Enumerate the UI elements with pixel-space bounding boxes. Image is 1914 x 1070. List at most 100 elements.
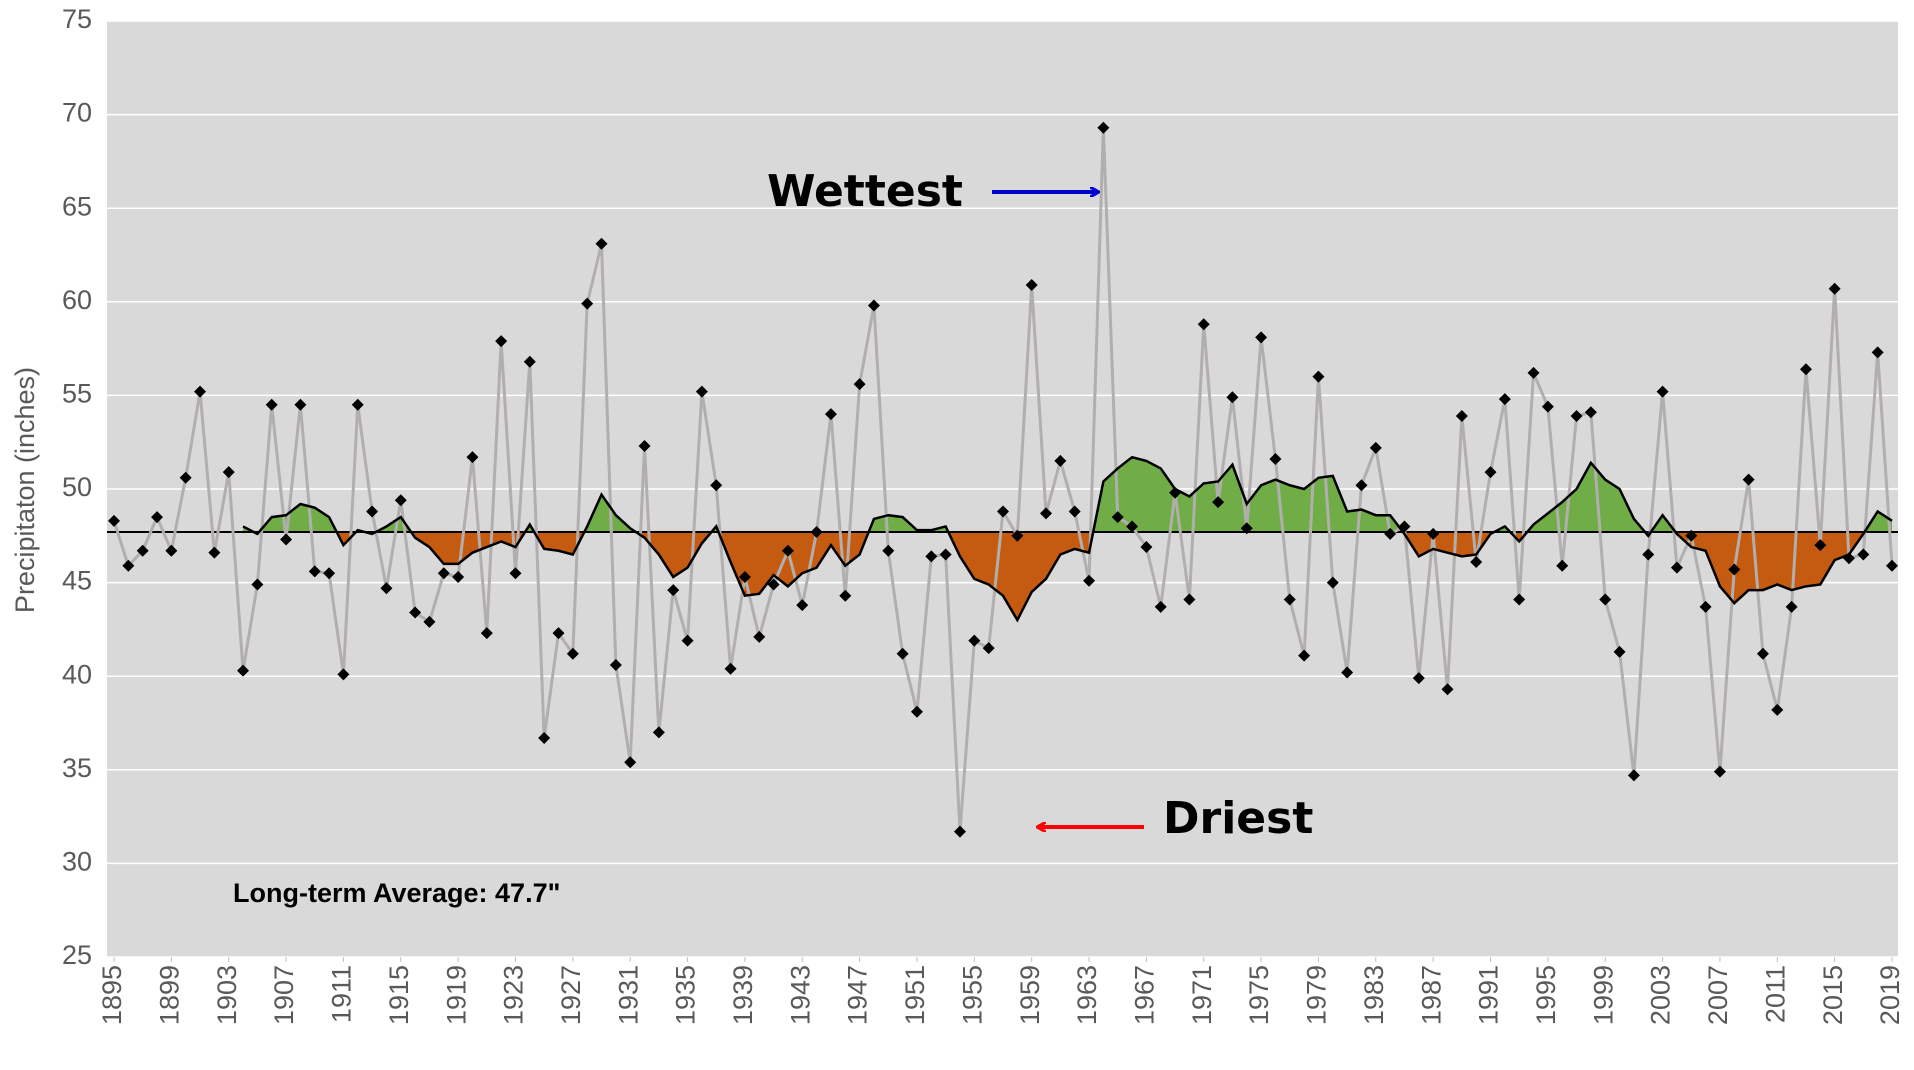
- x-tick-label: 1935: [671, 965, 701, 1025]
- marker: [1656, 385, 1669, 398]
- marker: [1842, 552, 1855, 565]
- marker: [265, 398, 278, 411]
- marker: [1197, 318, 1210, 331]
- marker: [781, 544, 794, 557]
- marker: [380, 582, 393, 595]
- marker: [1627, 769, 1640, 782]
- annotation: Driest: [1163, 793, 1313, 844]
- marker: [194, 385, 207, 398]
- marker: [1240, 522, 1253, 535]
- marker: [495, 335, 508, 348]
- y-axis-label: Precipitaton (inches): [10, 367, 40, 613]
- marker: [1355, 479, 1368, 492]
- x-tick-label: 1919: [441, 965, 471, 1025]
- x-tick-label: 1975: [1244, 965, 1274, 1025]
- marker: [1011, 529, 1024, 542]
- marker: [1498, 393, 1511, 406]
- marker: [1025, 278, 1038, 291]
- x-tick-label: 2003: [1646, 965, 1676, 1025]
- marker: [925, 550, 938, 563]
- marker: [1785, 600, 1798, 613]
- x-tick-label: 1911: [327, 965, 357, 1023]
- marker: [1341, 666, 1354, 679]
- marker: [853, 378, 866, 391]
- marker: [695, 385, 708, 398]
- marker: [552, 627, 565, 640]
- marker: [1097, 121, 1110, 134]
- x-tick-label: 1967: [1130, 965, 1160, 1025]
- marker: [982, 642, 995, 655]
- y-tick-label: 40: [62, 659, 92, 689]
- annotation: Wettest: [767, 166, 963, 217]
- marker: [1599, 593, 1612, 606]
- marker: [437, 567, 450, 580]
- marker: [738, 570, 751, 583]
- marker: [1713, 765, 1726, 778]
- marker: [1398, 520, 1411, 533]
- x-tick-label: 1987: [1416, 965, 1446, 1025]
- x-tick-label: 1943: [785, 965, 815, 1025]
- x-tick-label: 2011: [1760, 965, 1790, 1023]
- marker: [1814, 539, 1827, 552]
- marker: [1728, 563, 1741, 576]
- marker: [1169, 486, 1182, 499]
- marker: [710, 479, 723, 492]
- marker: [1312, 370, 1325, 383]
- y-tick-label: 65: [62, 191, 92, 221]
- marker: [1298, 649, 1311, 662]
- marker: [997, 505, 1009, 518]
- marker: [566, 647, 579, 660]
- marker: [1111, 511, 1124, 524]
- marker: [1226, 391, 1239, 404]
- marker: [910, 705, 923, 718]
- y-tick-label: 35: [62, 753, 92, 783]
- marker: [394, 494, 407, 507]
- marker: [222, 466, 235, 479]
- x-tick-label: 1963: [1072, 965, 1102, 1025]
- marker: [681, 634, 694, 647]
- marker: [1369, 441, 1382, 454]
- marker: [1154, 600, 1167, 613]
- marker: [1756, 647, 1769, 660]
- y-tick-label: 50: [62, 472, 92, 502]
- average-label: Long-term Average: 47.7": [233, 878, 560, 908]
- marker: [523, 355, 536, 368]
- marker: [251, 578, 264, 591]
- marker: [351, 398, 364, 411]
- marker: [796, 599, 809, 612]
- x-tick-label: 1951: [900, 965, 930, 1025]
- marker: [767, 578, 780, 591]
- x-tick-label: 1923: [499, 965, 529, 1025]
- marker: [308, 565, 321, 578]
- marker: [1771, 703, 1784, 716]
- marker: [595, 237, 608, 250]
- x-tick-label: 1999: [1588, 965, 1618, 1025]
- marker: [1255, 331, 1268, 344]
- marker: [1212, 496, 1225, 509]
- marker: [1527, 366, 1540, 379]
- marker: [867, 299, 880, 312]
- marker: [1470, 556, 1483, 569]
- marker: [624, 756, 637, 769]
- marker: [953, 825, 966, 838]
- marker: [1828, 282, 1841, 295]
- marker: [1513, 593, 1526, 606]
- marker: [466, 451, 479, 464]
- x-tick-label: 2015: [1818, 965, 1848, 1025]
- marker: [1584, 406, 1597, 419]
- marker: [1613, 645, 1626, 658]
- marker: [208, 546, 221, 559]
- marker: [1455, 409, 1468, 422]
- marker: [294, 398, 307, 411]
- marker: [337, 668, 350, 681]
- marker: [538, 731, 551, 744]
- marker: [151, 511, 164, 524]
- marker: [509, 567, 522, 580]
- x-tick-label: 1971: [1187, 965, 1217, 1025]
- marker: [1269, 453, 1282, 466]
- x-tick-label: 1907: [269, 965, 299, 1025]
- y-tick-label: 45: [62, 566, 92, 596]
- marker: [1183, 593, 1196, 606]
- marker: [968, 634, 981, 647]
- y-tick-label: 25: [62, 940, 92, 970]
